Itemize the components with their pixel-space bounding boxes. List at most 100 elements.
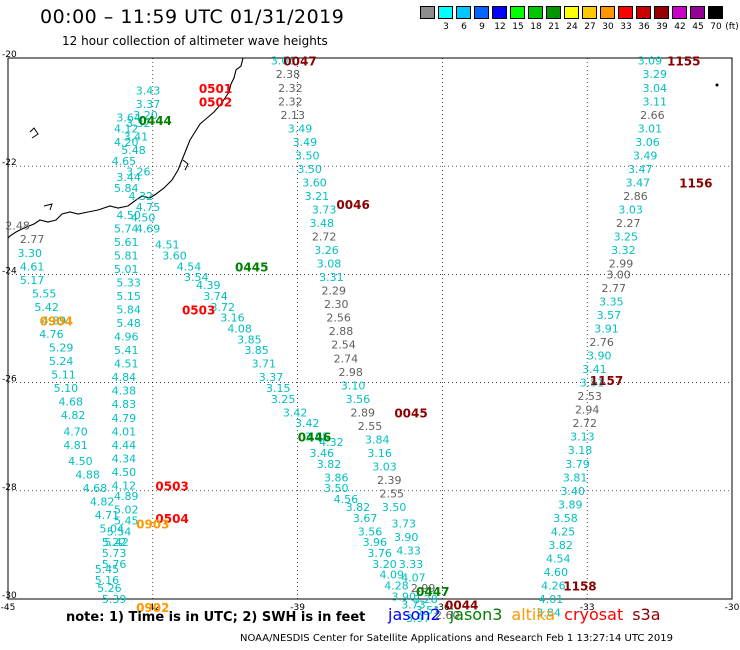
chart-title: 00:00 – 11:59 UTC 01/31/2019 bbox=[40, 6, 345, 28]
wave-height-value: 2.94 bbox=[575, 404, 600, 417]
wave-height-value: 4.32 bbox=[319, 436, 344, 449]
lat-tick-label: -20 bbox=[2, 50, 17, 60]
wave-height-value: 2.30 bbox=[324, 298, 349, 311]
wave-height-value: 2.99 bbox=[609, 258, 634, 271]
wave-height-value: 3.82 bbox=[548, 539, 573, 552]
legend-label: 33 bbox=[620, 22, 632, 32]
pass-time-label: 0904 bbox=[40, 314, 73, 328]
pass-time-label: 0446 bbox=[298, 431, 331, 445]
wave-height-value: 5.39 bbox=[102, 593, 127, 606]
wave-height-value: 5.10 bbox=[54, 382, 79, 395]
wave-height-value: 4.28 bbox=[384, 579, 409, 592]
wave-height-value: 3.42 bbox=[283, 406, 308, 419]
wave-height-value: 4.50 bbox=[116, 209, 141, 222]
wave-height-value: 5.84 bbox=[114, 182, 139, 195]
wave-height-value: 2.32 bbox=[278, 95, 303, 108]
wave-height-value: 4.12 bbox=[112, 479, 137, 492]
wave-height-value: 4.07 bbox=[401, 571, 426, 584]
wave-height-value: 4.50 bbox=[112, 466, 137, 479]
wave-height-value: 5.16 bbox=[95, 574, 120, 587]
wave-height-value: 3.72 bbox=[211, 301, 236, 314]
wave-height-value: 5.17 bbox=[20, 274, 45, 287]
wave-height-value: 4.56 bbox=[334, 493, 359, 506]
lat-tick-label: -30 bbox=[2, 591, 17, 601]
wave-height-value: 3.81 bbox=[563, 471, 588, 484]
wave-height-value: 2.38 bbox=[276, 68, 301, 81]
legend-swatch bbox=[528, 6, 543, 19]
wave-height-value: 5.45 bbox=[95, 563, 120, 576]
wave-height-value: 5.45 bbox=[114, 515, 139, 528]
wave-height-value: 3.57 bbox=[597, 309, 622, 322]
wave-height-value: 2.86 bbox=[623, 190, 648, 203]
wave-height-value: 3.56 bbox=[358, 525, 383, 538]
wave-height-value: 2.60 bbox=[435, 609, 460, 622]
wave-height-value: 4.65 bbox=[112, 155, 137, 168]
wave-height-value: 4.68 bbox=[58, 396, 83, 409]
wave-height-value: 2.13 bbox=[281, 109, 306, 122]
wave-height-value: 3.56 bbox=[346, 393, 371, 406]
wave-height-value: 4.61 bbox=[20, 260, 45, 273]
wave-height-value: 3.32 bbox=[611, 244, 636, 257]
wave-height-value: 2.53 bbox=[577, 390, 602, 403]
wave-height-value: 3.35 bbox=[599, 295, 624, 308]
footer-credit: NOAA/NESDIS Center for Satellite Applica… bbox=[240, 633, 673, 644]
wave-height-value: 5.54 bbox=[107, 525, 132, 538]
legend-swatch bbox=[618, 6, 633, 19]
wave-height-value: 3.74 bbox=[203, 290, 228, 303]
wave-height-value: 2.39 bbox=[377, 474, 402, 487]
wave-height-value: 5.76 bbox=[102, 558, 127, 571]
wave-height-value: 4.44 bbox=[112, 439, 137, 452]
wave-height-value: 3.46 bbox=[309, 447, 334, 460]
wave-height-value: 5.61 bbox=[114, 236, 139, 249]
wave-height-value: 3.50 bbox=[324, 482, 349, 495]
wave-height-value: 2.77 bbox=[20, 233, 45, 246]
wave-height-value: 5.48 bbox=[116, 317, 141, 330]
wave-height-value: 5.22 bbox=[102, 536, 127, 549]
wave-height-value: 5.41 bbox=[114, 344, 139, 357]
wave-height-value: 4.54 bbox=[177, 260, 202, 273]
wave-height-value: 3.06 bbox=[271, 55, 296, 68]
wave-height-value: 3.42 bbox=[295, 417, 320, 430]
legend-swatch bbox=[456, 6, 471, 19]
wave-height-value: 5.29 bbox=[49, 341, 74, 354]
island-dot bbox=[715, 83, 719, 87]
wave-height-value: 3.10 bbox=[341, 379, 366, 392]
wave-height-value: 3.95 bbox=[305, 431, 330, 444]
pass-time-label: 0503 bbox=[155, 479, 188, 493]
wave-height-value: 2.88 bbox=[329, 325, 354, 338]
wave-height-value: 4.89 bbox=[114, 490, 139, 503]
lon-tick-label: -42 bbox=[145, 603, 160, 613]
wave-height-value: 4.50 bbox=[68, 455, 93, 468]
wave-height-value: 4.76 bbox=[39, 328, 64, 341]
wave-height-value: 3.90 bbox=[394, 531, 419, 544]
wave-height-value: 3.31 bbox=[319, 271, 344, 284]
lat-tick-label: -28 bbox=[2, 483, 17, 493]
wave-height-value: 2.99 bbox=[411, 582, 436, 595]
wave-height-value: 3.43 bbox=[136, 84, 161, 97]
wave-height-value: 2.72 bbox=[573, 417, 598, 430]
legend-label: 15 bbox=[512, 22, 524, 32]
wave-height-value: 2.76 bbox=[589, 336, 614, 349]
wave-height-value: 3.58 bbox=[553, 512, 578, 525]
pass-time-label: 0046 bbox=[336, 198, 369, 212]
pass-time-label: 0444 bbox=[139, 114, 172, 128]
wave-height-value: 3.49 bbox=[288, 122, 313, 135]
wave-height-value: 5.15 bbox=[116, 290, 141, 303]
wave-height-value: 3.79 bbox=[565, 458, 590, 471]
wave-height-value: 3.51 bbox=[580, 377, 605, 390]
wave-height-value: 3.16 bbox=[220, 312, 245, 325]
wave-height-value: 2.77 bbox=[601, 282, 626, 295]
wave-height-value: 3.67 bbox=[353, 512, 378, 525]
wave-height-value: 3.90 bbox=[587, 350, 612, 363]
legend-label: 27 bbox=[584, 22, 596, 32]
wave-height-value: 4.71 bbox=[95, 509, 120, 522]
wave-height-value: 3.96 bbox=[363, 536, 388, 549]
wave-height-value: 3.82 bbox=[317, 458, 342, 471]
wave-height-value: 3.09 bbox=[638, 55, 663, 68]
legend-swatch bbox=[492, 6, 507, 19]
chart-subtitle: 12 hour collection of altimeter wave hei… bbox=[62, 34, 328, 48]
wave-height-value: 5.01 bbox=[114, 263, 139, 276]
pass-time-label: 0503 bbox=[182, 304, 215, 318]
